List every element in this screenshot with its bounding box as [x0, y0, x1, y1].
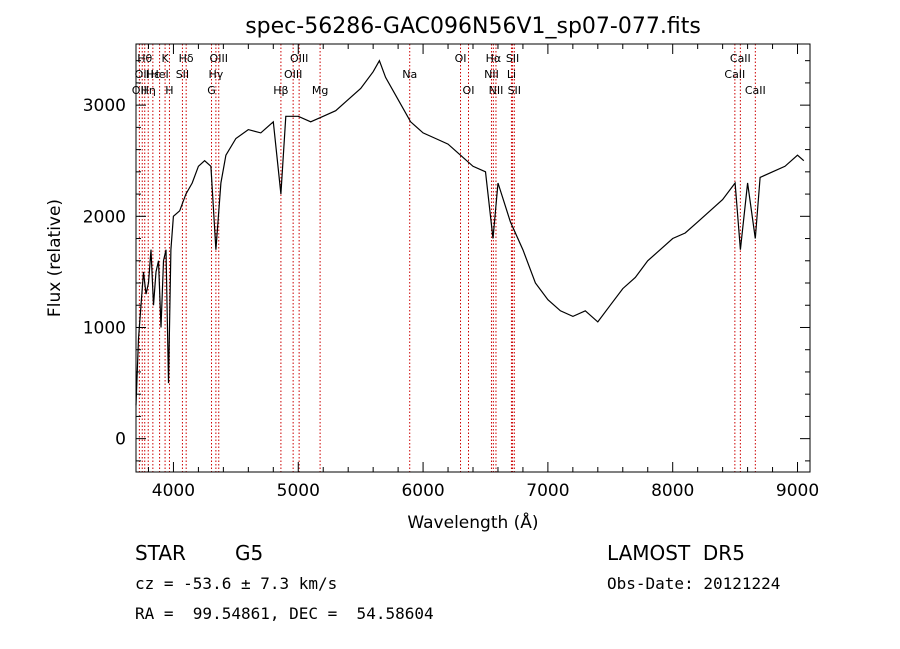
line-label-21: Hα: [486, 52, 502, 65]
line-label-16: Mg: [312, 84, 328, 97]
line-label-25: SII: [508, 84, 521, 97]
x-tick-label-4: 8000: [651, 481, 694, 501]
plot-frame: [135, 43, 811, 473]
line-label-17: Na: [402, 68, 417, 81]
line-label-20: NII: [484, 68, 499, 81]
observation-date: Obs-Date: 20121224: [607, 574, 781, 593]
y-axis-label: Flux (relative): [45, 199, 65, 317]
line-label-12: OIII: [210, 52, 228, 65]
line-label-23: Li: [507, 68, 516, 81]
line-label-27: CaII: [730, 52, 751, 65]
y-axis-ticks: 0 1000 2000 3000: [83, 60, 810, 462]
spectrum-series-line: [135, 59, 805, 406]
spectral-line-markers: [138, 44, 756, 472]
line-label-26: CaII: [724, 68, 745, 81]
line-label-18: OI: [455, 52, 467, 65]
y-tick-label-0: 0: [115, 430, 126, 450]
y-tick-label-2: 2000: [83, 207, 126, 227]
line-label-10: G: [207, 84, 216, 97]
x-tick-label-3: 7000: [526, 481, 569, 501]
line-label-9: Hδ: [179, 52, 194, 65]
x-tick-label-5: 9000: [776, 481, 819, 501]
line-label-3: Hη: [141, 84, 156, 97]
line-label-2: Hθ: [137, 52, 152, 65]
survey-name: LAMOST DR5: [607, 541, 745, 565]
line-label-7: H: [165, 84, 173, 97]
object-subclass: G5: [235, 541, 264, 565]
line-label-1: OII: [135, 68, 150, 81]
line-label-4: Hε: [146, 68, 160, 81]
coordinates: RA = 99.54861, DEC = 54.58604: [135, 604, 434, 623]
line-label-19: OI: [463, 84, 475, 97]
line-label-5: HeI: [150, 68, 168, 81]
x-tick-label-0: 4000: [152, 481, 195, 501]
x-tick-label-2: 6000: [401, 481, 444, 501]
line-label-24: SII: [506, 52, 519, 65]
line-label-28: CaII: [745, 84, 766, 97]
line-label-15: OIII: [290, 52, 308, 65]
line-label-13: Hβ: [273, 84, 288, 97]
x-axis-ticks: 4000 5000 6000 7000 8000 9000: [147, 44, 819, 501]
line-label-6: K: [161, 52, 169, 65]
spectral-line-labels: OIIOIIHθHηHεHeIKHSIIHδGHγOIIIHβOIIIOIIIM…: [132, 52, 766, 97]
line-label-11: Hγ: [208, 68, 223, 81]
redshift-velocity: cz = -53.6 ± 7.3 km/s: [135, 574, 338, 593]
line-label-8: SII: [176, 68, 189, 81]
object-class: STAR: [135, 541, 186, 565]
x-axis-label: Wavelength (Å): [407, 511, 538, 533]
x-tick-label-1: 5000: [277, 481, 320, 501]
line-label-22: NII: [489, 84, 504, 97]
line-label-14: OIII: [284, 68, 302, 81]
chart-title: spec-56286-GAC096N56V1_sp07-077.fits: [245, 14, 701, 39]
y-tick-label-1: 1000: [83, 318, 126, 338]
y-tick-label-3: 3000: [83, 96, 126, 116]
